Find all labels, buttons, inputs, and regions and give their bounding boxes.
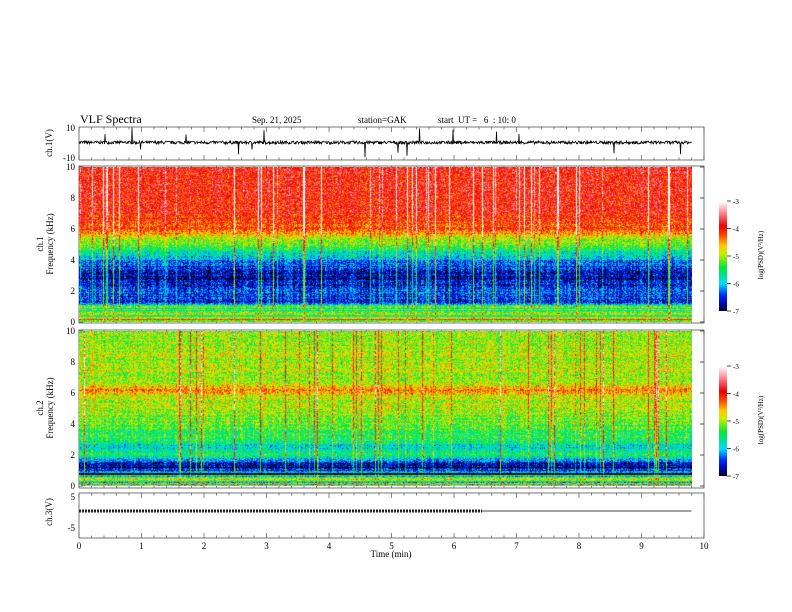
ch1-ytick-bottom: -10 <box>63 153 75 163</box>
x-tick-label: 8 <box>577 541 582 551</box>
x-tick-label: 2 <box>202 541 207 551</box>
colorbar-tick-label: -7 <box>733 473 739 481</box>
ch1-spectrogram <box>79 167 692 322</box>
colorbar-tick-label: -6 <box>733 281 739 289</box>
colorbar-tick-label: -3 <box>733 198 739 206</box>
spec2-ylabel-channel: ch.2 <box>35 400 45 415</box>
colorbar-tick-label: -4 <box>733 226 739 234</box>
spec1-ytick: 8 <box>71 193 76 203</box>
spec2-ytick: 8 <box>71 357 76 367</box>
ch1-ytick-top: 10 <box>66 123 76 133</box>
ch3-ytick-top: 5 <box>71 492 76 502</box>
spec1-ytick: 0 <box>71 317 76 327</box>
colorbar1 <box>719 201 727 311</box>
colorbar-tick-label: -7 <box>733 308 739 316</box>
spec2-ylabel: Frequency (kHz) <box>45 377 55 438</box>
station-label: station=GAK <box>358 115 407 125</box>
x-tick-label: 1 <box>139 541 144 551</box>
spec2-ytick: 4 <box>71 419 76 429</box>
colorbar1-label: log(PSD)(V²/Hz) <box>757 230 765 279</box>
spec2-ytick: 6 <box>71 388 76 398</box>
colorbar2-label: log(PSD)(V²/Hz) <box>757 395 765 444</box>
colorbar-tick-label: -6 <box>733 446 739 454</box>
x-axis-label: Time (min) <box>371 549 412 559</box>
ch2-spectrogram <box>79 331 692 486</box>
figure-title: VLF Spectra <box>80 112 142 126</box>
x-tick-label: 10 <box>700 541 710 551</box>
colorbar-tick-label: -3 <box>733 363 739 371</box>
start-ut-label: start UT = 6 : 10: 0 <box>438 115 516 125</box>
ch3-ylabel: ch.3(V) <box>44 498 54 526</box>
spec2-ytick: 10 <box>66 326 76 336</box>
colorbar-tick-label: -4 <box>733 391 739 399</box>
x-tick-label: 4 <box>327 541 332 551</box>
x-tick-label: 5 <box>389 541 394 551</box>
x-tick-label: 3 <box>264 541 269 551</box>
x-tick-label: 0 <box>77 541 82 551</box>
spec1-ytick: 4 <box>71 255 76 265</box>
spec1-ylabel-channel: ch.1 <box>35 236 45 251</box>
colorbar-tick-label: -5 <box>733 418 739 426</box>
spec1-ytick: 6 <box>71 224 76 234</box>
spec2-ytick: 0 <box>71 481 76 491</box>
spec1-ylabel: Frequency (kHz) <box>45 213 55 274</box>
ch3-ytick-bottom: -5 <box>68 523 76 533</box>
colorbar-tick-label: -5 <box>733 253 739 261</box>
spec1-ytick: 2 <box>71 286 76 296</box>
date-label: Sep. 21, 2025 <box>252 115 302 125</box>
x-tick-label: 7 <box>514 541 519 551</box>
colorbar2 <box>719 366 727 476</box>
ch1-waveform-line <box>78 127 692 158</box>
spec1-ytick: 10 <box>66 162 76 172</box>
x-tick-label: 9 <box>639 541 644 551</box>
ch1-ylabel: ch.1(V) <box>44 129 54 157</box>
x-tick-label: 6 <box>452 541 457 551</box>
panel-frame-4 <box>78 492 705 539</box>
spec2-ytick: 2 <box>71 450 76 460</box>
